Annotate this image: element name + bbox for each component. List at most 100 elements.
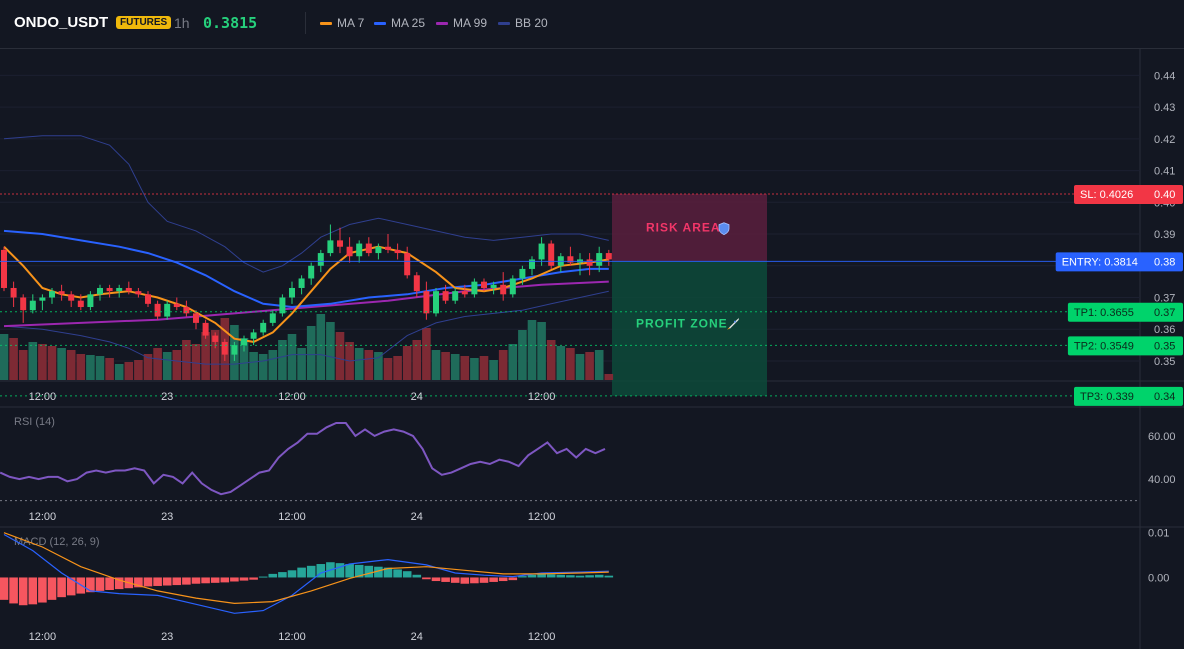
candle-body [548, 243, 555, 266]
macd-pane[interactable]: MACD (12, 26, 9) 0.01 0.00 [0, 528, 1169, 614]
legend-ma7-label: MA 7 [337, 16, 365, 30]
profit-zone-area[interactable] [612, 261, 767, 396]
legend-bb20[interactable]: BB 20 [498, 16, 548, 30]
macd-histogram-bar [431, 577, 441, 582]
candle-body [125, 287, 132, 292]
tp1-tag-label: TP1: 0.3655 [1074, 307, 1134, 319]
timeframe-label[interactable]: 1h [174, 15, 190, 31]
volume-layer [0, 314, 614, 380]
legend-ma7[interactable]: MA 7 [320, 16, 364, 30]
volume-bar [153, 348, 162, 380]
macd-histogram-bar [441, 577, 450, 582]
ma25-swatch-icon [374, 21, 386, 25]
macd-histogram-bar [585, 575, 594, 578]
candle-body [586, 259, 593, 266]
risk-area-zone[interactable] [612, 194, 767, 262]
volume-bar [28, 342, 38, 380]
candle-body [433, 291, 439, 314]
rsi-time-tick: 12:00 [528, 511, 556, 523]
volume-bar [412, 340, 422, 380]
volume-bar [402, 346, 412, 380]
candle-body [202, 322, 209, 336]
bb20-swatch-icon [498, 21, 510, 25]
macd-tick-label: 0.00 [1148, 572, 1169, 584]
tp1-axis-value: 0.37 [1154, 307, 1175, 319]
volume-bar [57, 348, 66, 380]
candle-body [97, 287, 103, 295]
legend-ma99[interactable]: MA 99 [436, 16, 487, 30]
symbol-name[interactable]: ONDO_USDT [14, 14, 109, 31]
price-tick-label: 0.35 [1154, 356, 1175, 368]
candle-body [116, 287, 123, 292]
tp2-tag[interactable]: TP2: 0.3549 0.35 [1067, 336, 1183, 356]
tp1-tag[interactable]: TP1: 0.3655 0.37 [1067, 302, 1183, 322]
candle-body [317, 253, 324, 266]
candle-body [308, 265, 315, 279]
rsi-tick-label: 60.00 [1148, 431, 1176, 443]
macd-histogram-bar [489, 577, 498, 582]
candle-body [145, 294, 151, 304]
entry-tag[interactable]: ENTRY: 0.3814 0.38 [1055, 252, 1183, 272]
volume-bar [335, 332, 345, 380]
volume-bar [556, 346, 566, 380]
rsi-pane[interactable]: RSI (14) 60.00 40.00 [0, 416, 1176, 502]
ma7-line [3, 245, 609, 343]
candle-body [375, 246, 382, 254]
volume-bar [239, 338, 249, 380]
volume-bar [537, 322, 546, 380]
candle-body [413, 275, 420, 292]
levels-layer [0, 193, 1140, 397]
macd-histogram-bar [287, 570, 297, 578]
candle-body [605, 253, 612, 260]
bollinger-layer [3, 135, 609, 365]
last-price: 0.3815 [203, 14, 258, 32]
volume-bar [431, 350, 441, 380]
macd-histogram-bar [297, 567, 306, 578]
tp3-tag-box [1074, 386, 1183, 406]
volume-bar [546, 340, 556, 380]
volume-bar [441, 352, 450, 380]
candle-body [58, 291, 65, 295]
candle-body [356, 243, 363, 257]
macd-histogram-bar [364, 565, 374, 578]
price-tick-label: 0.44 [1154, 70, 1175, 82]
candle-body [442, 291, 449, 301]
macd-histogram-bar [95, 577, 105, 591]
candle-body [164, 303, 171, 317]
volume-bar [134, 360, 143, 380]
volume-bar [0, 334, 9, 380]
rsi-title: RSI (14) [14, 416, 55, 428]
sl-axis-value: 0.40 [1154, 189, 1175, 201]
volume-bar [393, 356, 402, 380]
price-axis[interactable]: 0.44 0.43 0.42 0.41 0.40 0.39 0.38 0.37 0.36 0.35 [1154, 70, 1175, 368]
volume-bar [498, 350, 508, 380]
candle-body [20, 297, 27, 311]
macd-histogram-bar [105, 577, 114, 590]
shield-icon [718, 222, 730, 236]
legend-bb20-label: BB 20 [515, 16, 548, 30]
tp3-tag[interactable]: TP3: 0.339 0.34 [1074, 386, 1183, 406]
macd-histogram-bar [9, 577, 18, 604]
volume-bar [460, 356, 470, 380]
candle-body [452, 291, 459, 301]
volume-bar [124, 362, 134, 380]
entry-tag-box [1055, 252, 1183, 272]
macd-histogram-bar [402, 571, 412, 578]
entry-axis-value: 0.38 [1154, 256, 1175, 268]
volume-bar [9, 338, 18, 380]
macd-histogram-bar [412, 574, 422, 578]
volume-bar [383, 358, 393, 380]
candle-body [49, 291, 55, 298]
candle-body [481, 281, 487, 288]
macd-histogram-bar [546, 574, 556, 578]
legend-ma99-label: MA 99 [453, 16, 488, 30]
volume-bar [527, 320, 537, 380]
volume-bar [18, 350, 28, 380]
volume-bar [575, 354, 585, 380]
volume-bar [594, 350, 604, 380]
sl-tag[interactable]: SL: 0.4026 0.40 [1074, 185, 1183, 205]
macd-histogram-bar [306, 565, 316, 578]
legend-ma25[interactable]: MA 25 [374, 16, 425, 30]
volume-bar [172, 350, 182, 380]
